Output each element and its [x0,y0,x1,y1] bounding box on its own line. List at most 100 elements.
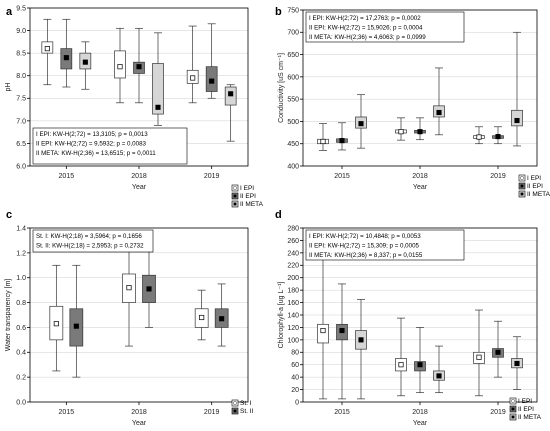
median-marker [358,121,364,127]
stats-line: St. II: KW-H(2;18) = 2,5953; p = 0,2732 [36,243,144,250]
panel-label: d [275,209,282,221]
y-tick-label: 0.2 [16,375,26,382]
y-tick-label: 8.0 [16,73,26,80]
x-tick-label: 2015 [59,173,75,180]
x-tick-label: 2015 [334,173,350,180]
y-tick-label: 0.4 [16,350,26,357]
legend-item: II META [518,190,550,198]
box-ii-epi-2018 [133,27,145,104]
stats-box [32,127,188,165]
median-marker [126,285,132,291]
y-tick-label: 0.8 [16,300,26,307]
legend-label: I EPI [240,185,254,192]
panel-c: c 0.0 0.2 0.4 0.6 0.8 1.0 1.2 1.4 Water transpare… [5,209,254,427]
stats-box [305,229,465,261]
y-axis-label: Chlorophyll-a [ug L⁻¹] [278,282,285,349]
median-marker [320,327,326,334]
legend-label: II META [518,414,542,421]
median-marker [155,104,161,110]
box-ii-meta-2015 [355,94,367,149]
stats-line: II META: KW-H(2;36) = 8,337; p = 0,0155 [309,252,423,259]
median-marker [495,349,501,355]
median-marker [514,360,520,367]
x-tick-label: 2015 [59,409,75,416]
y-tick-label: 80 [291,350,299,357]
median-marker [339,138,345,144]
median-marker [417,362,423,368]
y-tick-label: 7.0 [16,118,26,125]
y-axis-label: Water transparency [m] [5,279,12,352]
y-tick-label: 180 [287,288,299,295]
stats-line: I EPI: KW-H(2;72) = 13,3105; p = 0,0013 [36,131,148,138]
box-ii-meta-2015 [355,299,367,400]
x-axis-label: Year [132,184,147,191]
y-tick-label: 220 [287,263,299,270]
stats-line: II META: KW-H(2;36) = 13,6515; p = 0,001… [36,150,156,157]
median-marker [73,323,79,329]
legend-median-mark [520,192,524,196]
box-ii-meta-2018 [433,345,445,394]
x-axis-label: Year [413,420,428,427]
legend-median-mark [511,399,515,403]
median-marker [117,64,123,70]
y-tick-label: 7.5 [16,96,26,103]
legend-median-mark [233,194,237,198]
y-tick-label: 140 [287,312,299,319]
y-tick-label: 9.0 [16,28,26,35]
legend-item: II EPI [509,405,534,413]
legend-label: St. I [240,400,252,407]
y-tick-label: 120 [287,325,299,332]
stats-line: II EPI: KW-H(2;72) = 15,9026; p = 0,0004 [309,25,423,32]
y-tick-label: 700 [287,30,299,37]
y-tick-label: 1.4 [16,225,26,232]
legend-median-mark [520,184,524,188]
box-st-i-2015 [49,264,64,372]
median-marker [53,321,59,327]
median-marker [339,327,345,334]
median-marker [63,55,69,61]
box-ii-meta-2019 [511,31,523,147]
box-i-epi-2019 [473,309,485,397]
y-tick-label: 1.0 [16,275,26,282]
x-tick-label: 2019 [204,173,220,180]
y-tick-label: 9.5 [16,5,26,12]
box-ii-epi-2018 [414,327,426,394]
median-marker [495,134,501,140]
panel-label: c [6,209,12,221]
y-tick-label: 650 [287,52,299,59]
panel-d: d 0 20 40 60 80 100 120 140 160 180 200 220 240 260 280… [275,209,542,427]
stats-line: I EPI: KW-H(2;72) = 17,2763; p = 0,0002 [309,15,421,22]
stats-line: St. I: KW-H(2;18) = 3,5964; p = 0,1656 [36,233,142,240]
median-marker [436,373,442,379]
y-tick-label: 1.2 [16,250,26,257]
legend-item: II EPI [231,192,256,200]
stats-line: II META: KW-H(2;36) = 4,6063; p = 0,0999 [309,34,426,41]
box-st-ii-2019 [214,283,229,347]
legend-label: II EPI [527,183,543,190]
median-marker [44,46,50,52]
y-tick-label: 600 [287,74,299,81]
y-tick-label: 8.5 [16,51,26,58]
legend-label: II META [240,201,264,208]
median-marker [219,316,225,322]
box-i-epi-2019 [186,25,199,104]
median-marker [514,117,520,124]
legend-median-mark [520,176,524,180]
box-i-epi-2015 [317,123,329,151]
median-marker [398,362,404,368]
box-i-epi-2018 [395,317,407,397]
median-marker [417,129,423,135]
y-tick-label: 100 [287,337,299,344]
legend-item: II META [509,413,542,421]
legend-label: II META [527,191,550,198]
x-tick-label: 2015 [334,409,350,416]
panel-b: b 400 450 500 550 600 650 700 750 Conductivity [u… [275,6,550,198]
median-marker [146,286,152,292]
y-tick-label: 0 [295,399,299,406]
box-st-i-2018 [122,246,136,347]
median-marker [358,337,364,343]
stats-box [305,11,465,43]
legend-item: St. I [231,399,252,407]
x-tick-label: 2018 [412,173,428,180]
median-marker [228,91,234,97]
